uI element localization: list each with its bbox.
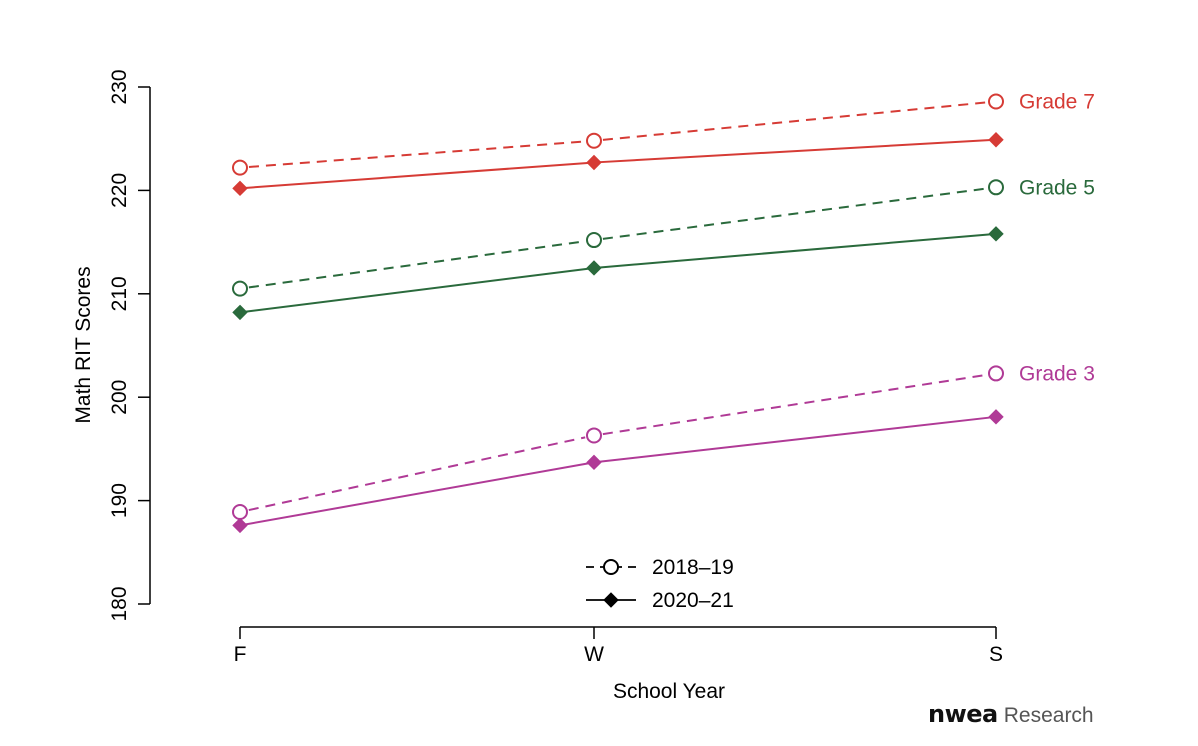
y-tick-label: 190 <box>108 483 131 518</box>
series-grade-3-2018-19 <box>232 365 1004 520</box>
data-point <box>586 154 602 171</box>
data-point <box>988 179 1004 196</box>
legend: 2018–19 2020–21 <box>586 556 734 612</box>
legend-marker <box>603 559 619 575</box>
grade-labels: Grade 7 Grade 5 Grade 3 <box>1019 90 1095 385</box>
y-tick-label: 210 <box>108 276 131 311</box>
legend-marker <box>603 592 619 608</box>
data-point <box>232 280 248 297</box>
x-tick-label: F <box>234 643 247 666</box>
series-line-segment <box>242 461 592 526</box>
data-point <box>232 304 248 321</box>
data-point <box>232 503 248 520</box>
series-line-segment <box>596 138 994 164</box>
series-line-segment <box>602 101 988 141</box>
brand-logo: nwea Research <box>928 700 1094 732</box>
series-line-segment <box>602 187 988 240</box>
data-point <box>988 93 1004 110</box>
y-tick-label: 200 <box>108 380 131 415</box>
data-point <box>586 454 602 471</box>
series-line-segment <box>596 233 994 269</box>
grade-label: Grade 7 <box>1019 90 1095 113</box>
legend-label: 2020–21 <box>652 589 734 612</box>
series-line-segment <box>248 140 586 168</box>
legend-label: 2018–19 <box>652 556 734 579</box>
series-line-segment <box>242 161 592 190</box>
series-line-segment <box>242 267 592 314</box>
data-point <box>586 427 602 444</box>
data-point <box>988 409 1004 425</box>
data-point <box>586 232 602 249</box>
data-point <box>232 159 248 176</box>
x-tick-label: S <box>989 643 1003 666</box>
data-point <box>232 517 248 534</box>
series-grade-3-2020-21 <box>232 409 1004 534</box>
grade-label: Grade 3 <box>1019 362 1095 385</box>
nwea-logo-text: nwea <box>928 700 998 728</box>
brand-suffix: Research <box>1003 704 1094 727</box>
x-axis-title: School Year <box>613 680 725 703</box>
y-axis-title: Math RIT Scores <box>72 266 95 423</box>
series-line-segment <box>248 240 586 289</box>
data-point <box>988 226 1004 242</box>
x-tick-label: W <box>584 643 604 666</box>
series-line-segment <box>248 436 586 512</box>
data-point <box>988 365 1004 382</box>
series-grade-7-2020-21 <box>232 132 1004 197</box>
y-tick-label: 180 <box>108 586 131 621</box>
series-layer <box>232 93 1004 534</box>
grade-label: Grade 5 <box>1019 176 1095 199</box>
data-point <box>586 260 602 276</box>
data-point <box>232 180 248 197</box>
series-grade-5-2020-21 <box>232 226 1004 321</box>
y-tick-label: 220 <box>108 173 131 208</box>
data-point <box>988 132 1004 148</box>
axes: 180 190 200 210 220 230 F W S <box>108 69 1003 666</box>
series-line-segment <box>596 416 994 463</box>
series-grade-5-2018-19 <box>232 179 1004 297</box>
series-line-segment <box>602 373 988 436</box>
data-point <box>586 132 602 149</box>
y-tick-label: 230 <box>108 69 131 104</box>
series-grade-7-2018-19 <box>232 93 1004 176</box>
